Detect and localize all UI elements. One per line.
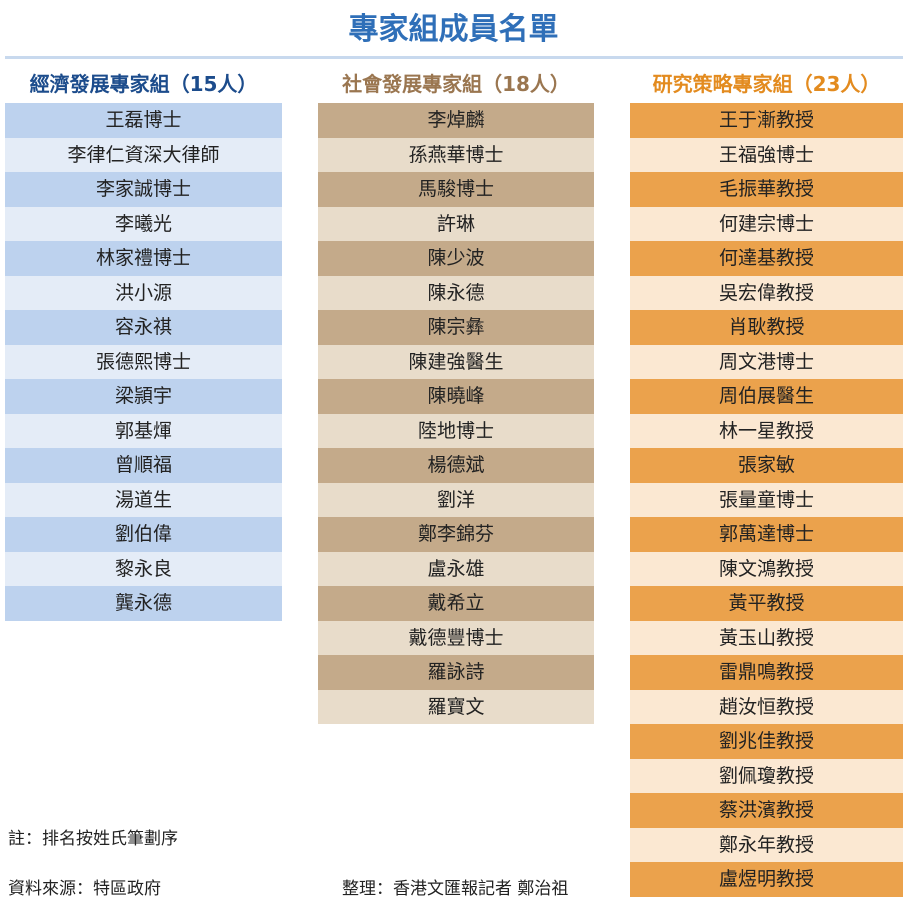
member: 林一星教授 (630, 413, 903, 448)
member: 鄭永年教授 (630, 827, 903, 862)
member: 陳少波 (318, 241, 594, 276)
member: 戴希立 (318, 586, 594, 621)
member: 許琳 (318, 206, 594, 241)
member: 周伯展醫生 (630, 379, 903, 414)
member: 洪小源 (5, 275, 282, 310)
member: 李曦光 (5, 206, 282, 241)
member: 肖耿教授 (630, 310, 903, 345)
member: 林家禮博士 (5, 241, 282, 276)
column-title: 研究策略專家組（23人） (652, 72, 881, 96)
member: 劉洋 (318, 482, 594, 517)
member: 劉佩瓊教授 (630, 758, 903, 793)
member: 王福強博士 (630, 137, 903, 172)
member: 毛振華教授 (630, 172, 903, 207)
member: 湯道生 (5, 482, 282, 517)
member: 李焯麟 (318, 103, 594, 138)
member: 黎永良 (5, 551, 282, 586)
member: 陳永德 (318, 275, 594, 310)
member: 陳宗彝 (318, 310, 594, 345)
member: 龔永德 (5, 586, 282, 621)
member: 雷鼎鳴教授 (630, 655, 903, 690)
member: 郭萬達博士 (630, 517, 903, 552)
member: 容永祺 (5, 310, 282, 345)
member: 戴德豐博士 (318, 620, 594, 655)
source: 資料來源：特區政府 (8, 879, 161, 899)
member: 盧永雄 (318, 551, 594, 586)
member: 鄭李錦芬 (318, 517, 594, 552)
member: 郭基煇 (5, 413, 282, 448)
member: 黃玉山教授 (630, 620, 903, 655)
member: 曾順福 (5, 448, 282, 483)
member: 羅寶文 (318, 689, 594, 724)
member: 盧煜明教授 (630, 862, 903, 897)
member: 張德熙博士 (5, 344, 282, 379)
member: 何達基教授 (630, 241, 903, 276)
member: 周文港博士 (630, 344, 903, 379)
member: 王于漸教授 (630, 103, 903, 138)
member: 孫燕華博士 (318, 137, 594, 172)
member: 吳宏偉教授 (630, 275, 903, 310)
member: 劉伯偉 (5, 517, 282, 552)
member: 馬駿博士 (318, 172, 594, 207)
member: 蔡洪濱教授 (630, 793, 903, 828)
column-title: 經濟發展專家組（15人） (29, 72, 258, 96)
member: 李家誠博士 (5, 172, 282, 207)
member: 楊德斌 (318, 448, 594, 483)
title: 專家組成員名單 (348, 12, 559, 47)
member: 陳曉峰 (318, 379, 594, 414)
note: 註：排名按姓氏筆劃序 (8, 829, 178, 849)
member: 陳建強醫生 (318, 344, 594, 379)
member: 黃平教授 (630, 586, 903, 621)
column-title: 社會發展專家組（18人） (342, 72, 570, 96)
member: 李律仁資深大律師 (5, 137, 282, 172)
member: 梁頴宇 (5, 379, 282, 414)
member: 張家敏 (630, 448, 903, 483)
member: 何建宗博士 (630, 206, 903, 241)
title-rule (5, 56, 903, 59)
member: 羅詠詩 (318, 655, 594, 690)
member: 陳文鴻教授 (630, 551, 903, 586)
member: 陸地博士 (318, 413, 594, 448)
member: 趙汝恒教授 (630, 689, 903, 724)
member: 劉兆佳教授 (630, 724, 903, 759)
member: 王磊博士 (5, 103, 282, 138)
member: 張量童博士 (630, 482, 903, 517)
credit: 整理：香港文匯報記者 鄭治祖 (342, 879, 569, 899)
